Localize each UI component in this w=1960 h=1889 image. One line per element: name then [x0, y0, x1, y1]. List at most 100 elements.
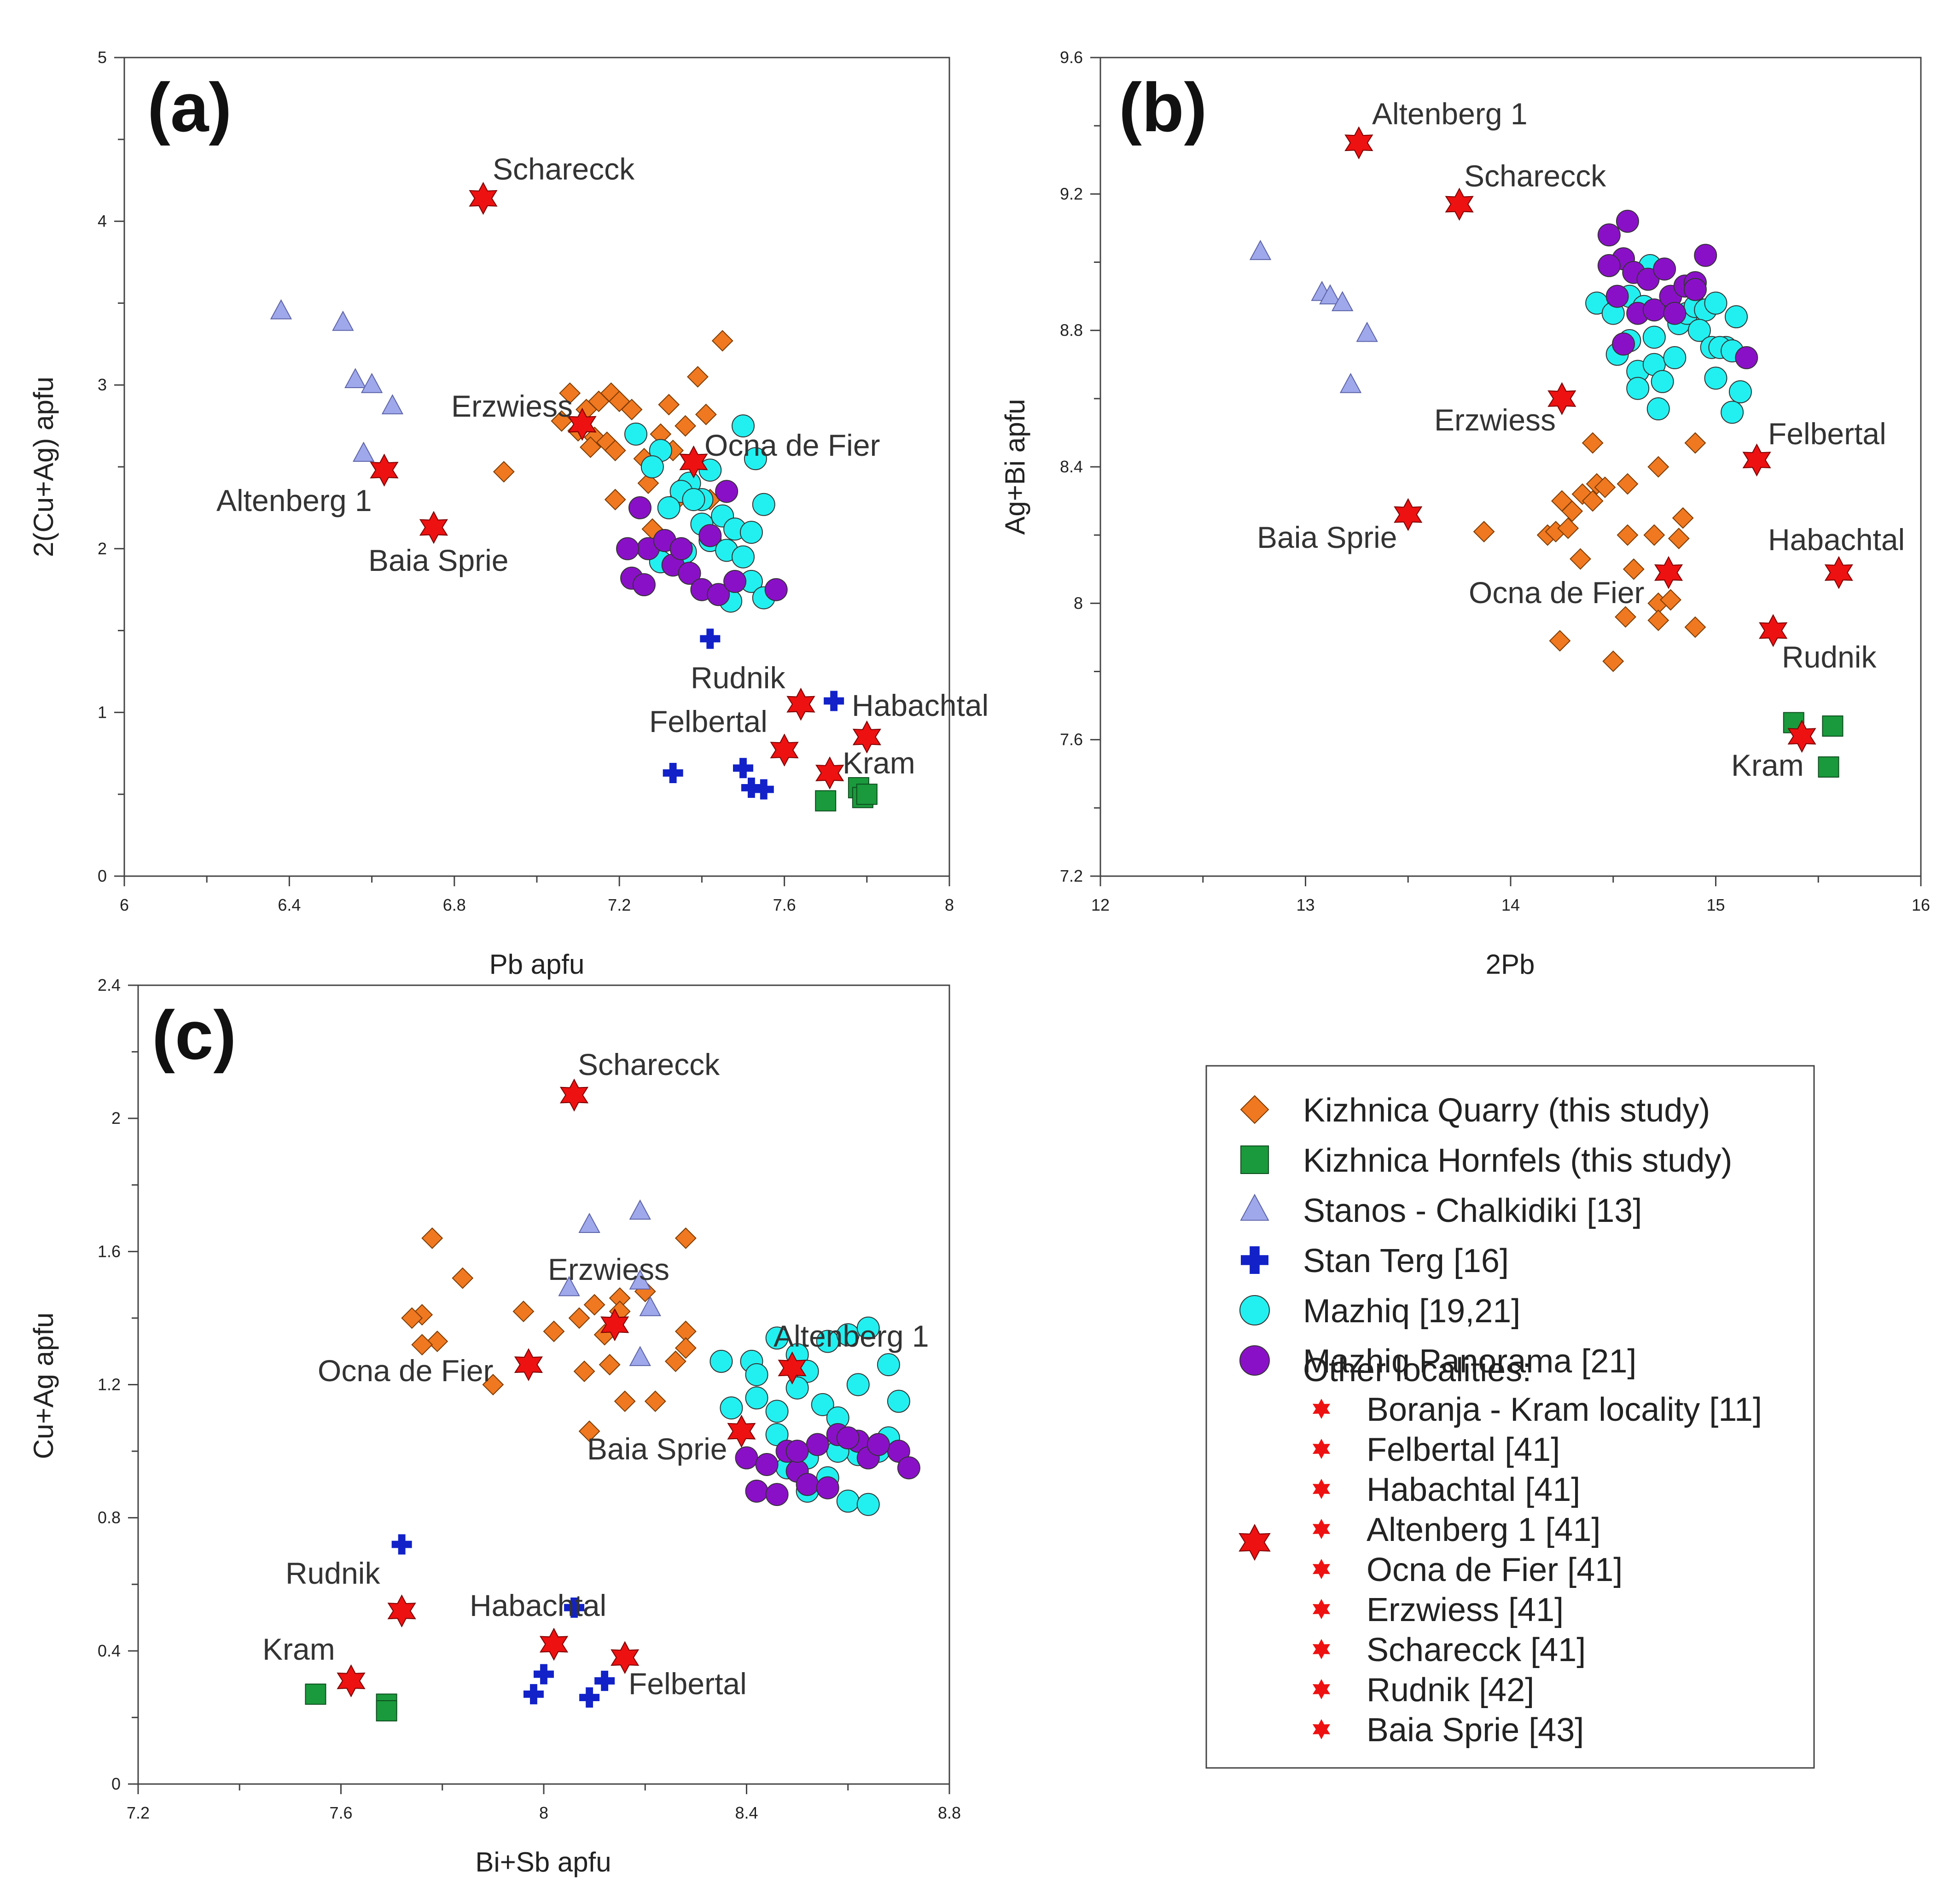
- x-tick-label: 15: [1706, 895, 1725, 914]
- annotation-habachtal: Habachtal: [1768, 523, 1905, 557]
- kizhnica-quarry-this-study-point: [512, 1301, 535, 1322]
- kizhnica-quarry-this-study-point: [1557, 517, 1579, 539]
- kizhnica-quarry-this-study-point: [1617, 524, 1639, 546]
- legend-star-icon: [1312, 1479, 1331, 1499]
- other-localities-point: [514, 1348, 543, 1382]
- other-localities-point: [611, 1641, 640, 1674]
- x-tick-label: 6: [120, 895, 129, 914]
- other-localities-point: [1759, 614, 1788, 647]
- y-tick-label: 1: [98, 703, 107, 721]
- y-tick-label: 7.2: [1060, 866, 1083, 885]
- mazhiq-panorama-21-point: [735, 1446, 758, 1470]
- stan-terg-16-point: [663, 762, 683, 783]
- y-tick-label: 8: [1074, 593, 1083, 612]
- y-tick-label: 0: [98, 866, 107, 885]
- y-tick-label: 4: [98, 212, 107, 231]
- mazhiq-panorama-21-point: [1605, 285, 1629, 308]
- kizhnica-quarry-this-study-point: [644, 1390, 666, 1412]
- legend-label-mazhiq-19-21: Mazhiq [19,21]: [1303, 1293, 1520, 1330]
- annotation-rudnik: Rudnik: [1782, 640, 1877, 674]
- stanos-chalkidiki-13-point: [629, 1346, 651, 1366]
- kizhnica-quarry-this-study-point: [658, 394, 680, 416]
- annotation-scharecck: Scharecck: [578, 1047, 720, 1081]
- x-tick-label: 7.6: [329, 1803, 352, 1822]
- other-localities-point: [770, 733, 799, 767]
- kizhnica-quarry-this-study-point: [1549, 630, 1571, 652]
- kizhnica-quarry-this-study-point: [1570, 548, 1591, 570]
- mazhiq-panorama-21-point: [707, 583, 730, 606]
- legend-other-rudnik-42: Rudnik [42]: [1367, 1672, 1534, 1709]
- mazhiq-19-21-point: [657, 496, 680, 519]
- mazhiq-19-21-point: [698, 459, 722, 482]
- mazhiq-19-21-point: [1704, 291, 1727, 315]
- y-tick-label: 1.6: [98, 1242, 121, 1261]
- legend-stanos-chalkidiki-13-point: [1240, 1193, 1269, 1221]
- mazhiq-19-21-point: [856, 1316, 880, 1340]
- mazhiq-panorama-21-point: [745, 1479, 768, 1503]
- y-tick-label: 9.2: [1060, 184, 1083, 203]
- kizhnica-quarry-this-study-point: [1582, 490, 1604, 512]
- annotation-rudnik: Rudnik: [285, 1556, 380, 1590]
- x-axis-title: Bi+Sb apfu: [475, 1847, 611, 1877]
- annotation-erzwiess: Erzwiess: [1434, 403, 1556, 437]
- mazhiq-panorama-21-point: [867, 1433, 890, 1456]
- kizhnica-quarry-this-study-point: [1684, 616, 1706, 638]
- mazhiq-19-21-point: [765, 1400, 789, 1423]
- legend-other-habachtal-41: Habachtal [41]: [1367, 1471, 1580, 1508]
- x-tick-label: 8: [539, 1803, 548, 1822]
- kizhnica-quarry-this-study-point: [493, 461, 515, 483]
- annotation-felbertal: Felbertal: [628, 1667, 747, 1701]
- kizhnica-hornfels-this-study-point: [376, 1700, 397, 1721]
- mazhiq-panorama-21-point: [806, 1433, 829, 1456]
- y-tick-label: 2.4: [98, 976, 121, 994]
- x-tick-label: 8: [945, 895, 954, 914]
- mazhiq-panorama-21-point: [669, 537, 693, 560]
- legend-other-header: Other localities:: [1303, 1352, 1531, 1389]
- legend-star-icon: [1312, 1399, 1331, 1419]
- legend-star-icon: [1312, 1679, 1331, 1699]
- mazhiq-19-21-point: [710, 1349, 733, 1373]
- kizhnica-quarry-this-study-point: [583, 1294, 605, 1316]
- legend-other-felbertal-41: Felbertal [41]: [1367, 1431, 1560, 1468]
- y-axis-title: 2(Cu+Ag) apfu: [28, 377, 59, 557]
- kizhnica-quarry-this-study-point: [426, 1331, 448, 1352]
- stanos-chalkidiki-13-point: [353, 442, 375, 462]
- mazhiq-19-21-point: [877, 1353, 900, 1377]
- stan-terg-16-point: [564, 1597, 585, 1618]
- annotation-altenberg-1: Altenberg 1: [1372, 97, 1528, 131]
- x-tick-label: 12: [1091, 895, 1110, 914]
- kizhnica-hornfels-this-study-point: [1822, 715, 1844, 737]
- mazhiq-panorama-21-point: [715, 480, 739, 503]
- other-localities-point: [852, 720, 881, 754]
- mazhiq-19-21-point: [640, 455, 664, 478]
- legend-stan-terg-16-point: [1241, 1246, 1268, 1274]
- kizhnica-quarry-this-study-point: [452, 1267, 474, 1289]
- mazhiq-19-21-point: [745, 1386, 768, 1410]
- kizhnica-quarry-this-study-point: [421, 1227, 443, 1249]
- kizhnica-quarry-this-study-point: [1473, 521, 1495, 543]
- x-tick-label: 8.8: [938, 1803, 961, 1822]
- mazhiq-19-21-point: [1626, 377, 1650, 400]
- mazhiq-19-21-point: [887, 1389, 910, 1413]
- mazhiq-panorama-21-point: [616, 537, 640, 560]
- kizhnica-quarry-this-study-point: [1617, 473, 1639, 495]
- x-tick-label: 8.4: [735, 1803, 758, 1822]
- legend-star-icon: [1312, 1559, 1331, 1579]
- mazhiq-panorama-21-point: [816, 1476, 839, 1500]
- annotation-habachtal: Habachtal: [470, 1588, 606, 1622]
- kizhnica-quarry-this-study-point: [1647, 609, 1669, 631]
- stan-terg-16-point: [523, 1684, 544, 1704]
- legend-label-stan-terg-16: Stan Terg [16]: [1303, 1243, 1509, 1279]
- stanos-chalkidiki-13-point: [1356, 321, 1378, 342]
- y-tick-label: 1.2: [98, 1375, 121, 1394]
- mazhiq-panorama-21-point: [765, 1483, 789, 1506]
- mazhiq-panorama-21-point: [897, 1456, 920, 1480]
- stanos-chalkidiki-13-point: [381, 394, 404, 414]
- kizhnica-quarry-this-study-point: [573, 1360, 595, 1382]
- annotation-baia-sprie: Baia Sprie: [368, 543, 509, 577]
- y-tick-label: 5: [98, 48, 107, 67]
- mazhiq-19-21-point: [1642, 325, 1666, 349]
- kizhnica-quarry-this-study-point: [1660, 589, 1681, 611]
- y-tick-label: 2: [111, 1109, 121, 1128]
